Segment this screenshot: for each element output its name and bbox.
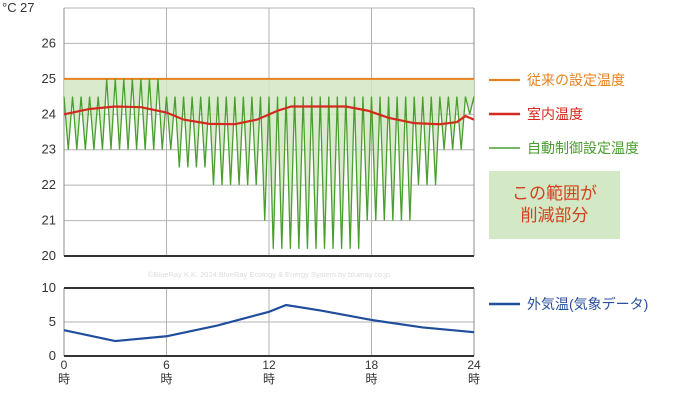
svg-text:室内温度: 室内温度 bbox=[527, 106, 583, 122]
svg-text:18: 18 bbox=[365, 358, 379, 372]
svg-text:0: 0 bbox=[61, 358, 68, 372]
svg-text:従来の設定温度: 従来の設定温度 bbox=[527, 72, 625, 88]
svg-text:時: 時 bbox=[58, 372, 70, 386]
svg-text:25: 25 bbox=[42, 71, 56, 86]
svg-text:削減部分: 削減部分 bbox=[521, 206, 589, 225]
svg-text:時: 時 bbox=[160, 372, 172, 386]
svg-text:21: 21 bbox=[42, 213, 56, 228]
svg-text:26: 26 bbox=[42, 35, 56, 50]
svg-text:外気温(気象データ): 外気温(気象データ) bbox=[527, 296, 648, 312]
svg-text:22: 22 bbox=[42, 177, 56, 192]
svg-text:時: 時 bbox=[365, 372, 377, 386]
svg-text:6: 6 bbox=[163, 358, 170, 372]
svg-text:20: 20 bbox=[42, 248, 56, 263]
svg-text:24: 24 bbox=[42, 106, 56, 121]
svg-text:5: 5 bbox=[49, 314, 56, 329]
svg-text:0: 0 bbox=[49, 348, 56, 363]
svg-text:24: 24 bbox=[467, 358, 481, 372]
svg-text:©BlueRay K.K. 2024:BlueRay Eco: ©BlueRay K.K. 2024:BlueRay Ecology & Ene… bbox=[148, 270, 390, 279]
svg-text:この範囲が: この範囲が bbox=[512, 184, 597, 203]
svg-text:自動制御設定温度: 自動制御設定温度 bbox=[527, 140, 639, 156]
svg-text:時: 時 bbox=[468, 372, 480, 386]
svg-text:10: 10 bbox=[42, 280, 56, 295]
svg-text:時: 時 bbox=[263, 372, 275, 386]
svg-text:°C: °C bbox=[2, 0, 17, 15]
svg-text:27: 27 bbox=[20, 0, 34, 15]
svg-text:12: 12 bbox=[262, 358, 276, 372]
svg-text:23: 23 bbox=[42, 142, 56, 157]
